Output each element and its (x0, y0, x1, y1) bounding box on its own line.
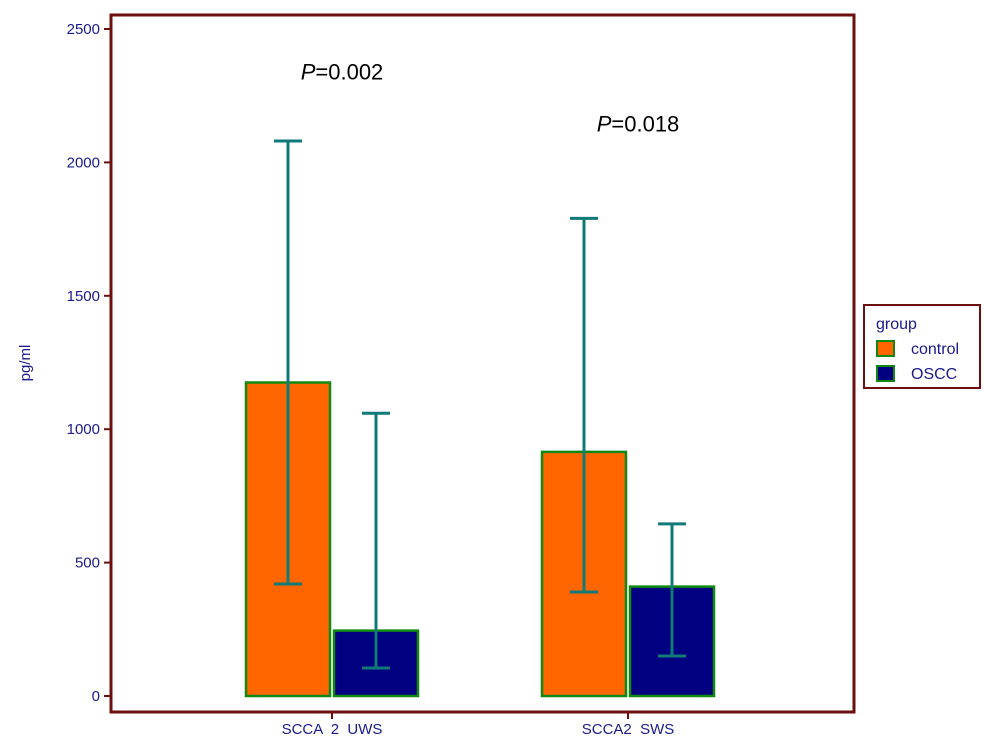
p-value: =0.018 (611, 112, 679, 137)
y-tick-label: 0 (92, 688, 100, 705)
legend-swatch-oscc (876, 365, 895, 382)
legend-label-oscc: OSCC (911, 366, 957, 383)
error-bar-control-1 (570, 216, 598, 594)
y-tick-label: 1500 (67, 288, 100, 305)
error-bar-oscc-0 (362, 411, 390, 670)
p-symbol: P (301, 60, 316, 85)
legend-title: group (876, 316, 917, 333)
p-value: =0.002 (315, 60, 383, 85)
y-tick-label: 1000 (67, 421, 100, 438)
y-tick-label: 500 (75, 555, 100, 572)
x-category-label: SCCA2 SWS (582, 721, 675, 736)
plot-frame (109, 13, 856, 714)
x-category-label: SCCA 2 UWS (282, 721, 383, 736)
y-tick-label: 2000 (67, 154, 100, 171)
y-axis-label: pg/ml (17, 345, 34, 382)
legend-swatch-control (876, 340, 895, 357)
error-bar-oscc-1 (658, 522, 686, 658)
p-symbol: P (597, 112, 612, 137)
p-value-annotation: P=0.002 (301, 60, 384, 85)
error-bar-control-0 (274, 139, 302, 586)
y-tick-label: 2500 (67, 21, 100, 38)
p-value-annotation: P=0.018 (597, 112, 680, 137)
legend-label-control: control (911, 341, 959, 358)
